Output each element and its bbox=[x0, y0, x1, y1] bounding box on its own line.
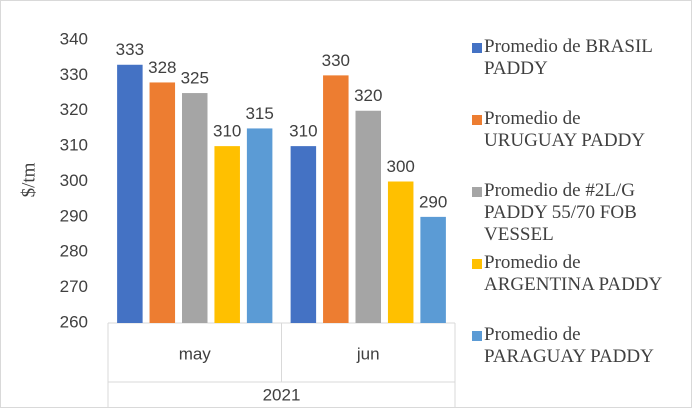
legend-swatch bbox=[472, 259, 482, 269]
data-label: 290 bbox=[419, 192, 447, 211]
y-tick-label: 300 bbox=[60, 171, 88, 190]
y-tick-label: 330 bbox=[60, 65, 88, 84]
x-tick-label: jun bbox=[356, 344, 380, 363]
legend-label: Promedio de ARGENTINA PADDY bbox=[484, 252, 663, 295]
y-tick-label: 270 bbox=[60, 277, 88, 296]
legend-label: Promedio de BRASIL PADDY bbox=[484, 36, 653, 79]
legend-swatch bbox=[472, 43, 482, 53]
data-label: 320 bbox=[354, 86, 382, 105]
bar bbox=[246, 128, 273, 323]
y-tick-label: 320 bbox=[60, 100, 88, 119]
bar bbox=[117, 64, 143, 323]
y-tick-label: 290 bbox=[60, 206, 88, 225]
data-label: 328 bbox=[148, 58, 176, 77]
data-label: 310 bbox=[289, 122, 317, 141]
bar bbox=[355, 110, 382, 323]
legend-swatch bbox=[472, 115, 482, 125]
data-label: 300 bbox=[387, 157, 415, 176]
bar bbox=[149, 82, 176, 323]
legend-swatch bbox=[472, 331, 482, 341]
legend-label: Promedio de #2L/G PADDY 55/70 FOB VESSEL bbox=[484, 180, 637, 245]
bar bbox=[323, 75, 349, 323]
x-tick-label: may bbox=[179, 344, 212, 363]
bar bbox=[420, 216, 446, 323]
legend-label: Promedio de PARAGUAY PADDY bbox=[484, 324, 654, 367]
legend-label: Promedio de URUGUAY PADDY bbox=[484, 108, 645, 151]
y-tick-label: 340 bbox=[60, 29, 88, 48]
x-group-label: 2021 bbox=[263, 385, 301, 404]
y-tick-label: 260 bbox=[60, 312, 88, 331]
bar bbox=[214, 146, 240, 323]
data-label: 333 bbox=[116, 40, 144, 59]
bar bbox=[181, 93, 208, 323]
bar bbox=[387, 181, 414, 323]
data-label: 330 bbox=[322, 51, 350, 70]
legend-swatch bbox=[472, 187, 482, 197]
y-tick-label: 280 bbox=[60, 242, 88, 261]
data-label: 325 bbox=[181, 69, 209, 88]
data-label: 310 bbox=[213, 122, 241, 141]
bar bbox=[290, 146, 317, 323]
y-tick-label: 310 bbox=[60, 136, 88, 155]
y-axis-label: $/tm bbox=[18, 162, 39, 197]
data-label: 315 bbox=[245, 104, 273, 123]
